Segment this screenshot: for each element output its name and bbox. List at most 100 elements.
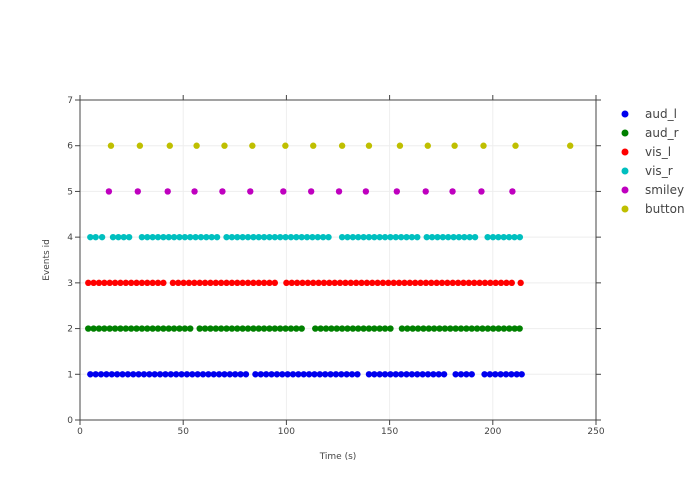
data-point [271,233,279,241]
data-point [376,233,383,241]
data-point [398,325,406,332]
data-point [460,279,467,287]
data-point [444,279,451,287]
data-point [381,233,389,241]
data-point [260,233,268,241]
data-point [138,325,146,332]
data-point [422,279,430,287]
data-point [355,325,362,332]
data-point [451,142,458,149]
data-point [387,233,394,241]
data-point [207,325,214,332]
data-point [476,279,483,287]
data-point [293,279,301,287]
data-point [95,325,103,332]
data-point [310,142,317,149]
data-point [486,371,494,378]
data-point [422,188,429,195]
data-point [497,371,504,378]
points-layer [85,142,574,378]
data-point [165,233,172,241]
data-point [92,371,99,378]
data-point [106,325,113,332]
data-point [130,371,137,378]
data-point [468,325,475,332]
data-point [289,371,297,378]
data-point [447,325,454,332]
data-point [452,371,459,378]
data-point [144,233,151,241]
data-point [312,325,319,332]
data-point [500,233,507,241]
data-point [117,279,124,287]
x-tick-label: 100 [278,427,295,437]
data-point [176,233,183,241]
data-point [293,233,300,241]
data-point [124,371,132,378]
data-point [228,325,236,332]
data-point [393,188,401,195]
legend-label: button [645,202,685,216]
data-point [455,233,463,241]
data-point [172,371,180,378]
data-point [423,233,430,241]
data-point [397,233,405,241]
data-point [244,233,252,241]
data-point [478,188,485,195]
data-point [183,371,191,378]
data-point [338,142,346,149]
data-point [213,233,221,241]
data-point [196,325,203,332]
data-point [164,188,171,195]
data-point [435,371,442,378]
data-point [344,325,351,332]
data-point [113,371,121,378]
data-point [181,233,189,241]
data-point [144,325,151,332]
data-point [310,279,317,287]
data-point [247,188,254,195]
data-point [101,279,108,287]
data-point [358,279,365,287]
data-point [411,279,419,287]
data-point [381,371,389,378]
x-tick-label: 250 [587,427,604,437]
data-point [365,233,373,241]
y-axis-title: Events id [42,239,52,281]
data-point [487,279,494,287]
data-point [328,325,335,332]
data-point [250,325,257,332]
y-tick-label: 7 [67,96,73,106]
data-point [369,279,376,287]
data-point [117,325,124,332]
data-point [434,233,441,241]
data-point [162,371,169,378]
data-point [170,233,178,241]
legend-marker [621,110,629,118]
data-point [461,233,468,241]
data-point [305,371,313,378]
data-point [508,371,515,378]
data-point [154,279,162,287]
data-point [187,325,194,332]
data-point [408,233,416,241]
data-point [279,371,286,378]
data-point [471,233,479,241]
data-point [392,371,399,378]
data-point [242,371,250,378]
legend-marker [621,129,629,137]
data-point [500,325,508,332]
data-point [87,233,94,241]
data-point [314,233,321,241]
data-point [273,371,281,378]
data-point [406,279,414,287]
legend-label: vis_l [645,145,671,159]
data-point [409,325,416,332]
data-point [271,279,279,287]
data-point [516,233,524,241]
y-tick-label: 3 [67,279,73,289]
data-point [160,279,167,287]
data-point [223,325,230,332]
data-point [465,279,473,287]
